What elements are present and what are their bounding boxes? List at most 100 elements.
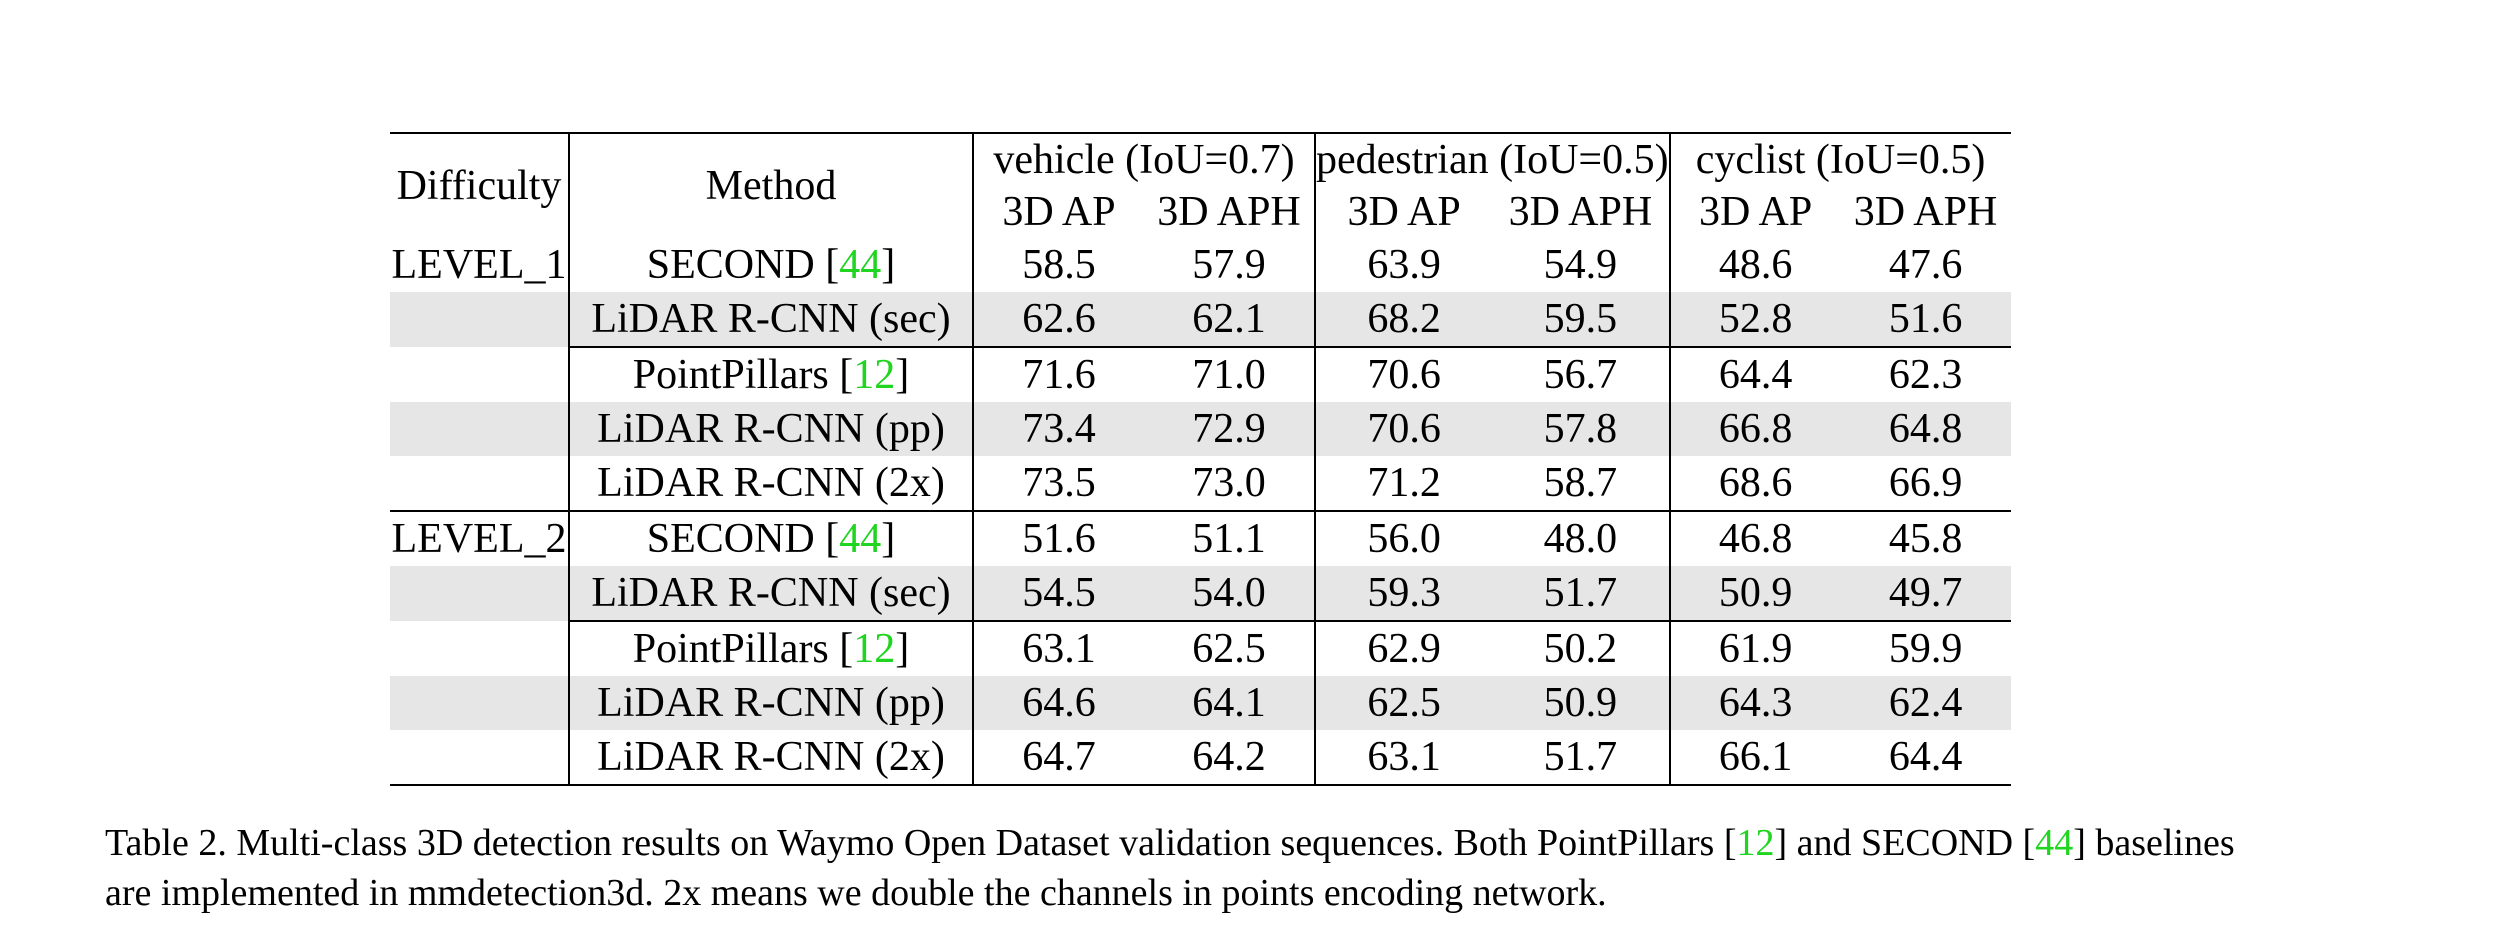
value-cell: 68.6 <box>1668 456 1841 511</box>
value-cell: 73.4 <box>972 402 1144 456</box>
table-row: LiDAR R-CNN (sec) 54.5 54.0 59.3 51.7 50.9 49.… <box>390 566 2011 621</box>
method-header: Method <box>568 133 973 238</box>
value-cell: 48.6 <box>1668 238 1841 292</box>
value-cell: 45.8 <box>1840 510 2011 566</box>
citation-link[interactable]: 44 <box>2035 822 2074 864</box>
method-cell: LiDAR R-CNN (pp) <box>568 676 973 730</box>
citation-link[interactable]: 12 <box>1736 822 1775 864</box>
value-cell: 64.2 <box>1192 734 1266 780</box>
difficulty-cell <box>390 566 569 621</box>
value-cell: 58.5 <box>972 238 1144 292</box>
results-table: Difficulty Method vehicle (IoU=0.7) pede… <box>390 132 2011 786</box>
method-name: LiDAR R-CNN (2x) <box>597 734 945 780</box>
value-cell: 46.8 <box>1668 510 1841 566</box>
difficulty-header: Difficulty <box>396 163 562 209</box>
citation-link[interactable]: 12 <box>853 352 896 398</box>
method-cell: LiDAR R-CNN (pp) <box>568 402 973 456</box>
caption-text: Table 2. Multi-class 3D detection result… <box>105 822 1737 864</box>
method-name: LiDAR R-CNN (2x) <box>597 460 945 506</box>
value-cell: 64.1 <box>1144 676 1315 730</box>
difficulty-cell <box>390 621 569 676</box>
citation-link[interactable]: 44 <box>839 516 882 562</box>
method-name: LiDAR R-CNN (sec) <box>591 296 951 342</box>
method-name: PointPillars [ <box>632 352 854 398</box>
value-cell: 54.0 <box>1144 566 1315 621</box>
citation-link[interactable]: 12 <box>853 626 896 672</box>
value-cell: 62.4 <box>1840 676 2011 730</box>
value-cell: 64.4 <box>1668 346 1841 402</box>
value-cell: 56.7 <box>1492 346 1670 402</box>
value-cell: 51.1 <box>1144 510 1315 566</box>
value-cell: 63.9 <box>1313 238 1493 292</box>
value-cell: 62.5 <box>1144 620 1315 676</box>
value-cell: 72.9 <box>1144 402 1315 456</box>
metric-header: 3D APH <box>1157 189 1301 235</box>
bracket: ] <box>895 626 910 672</box>
pedestrian-group-header: pedestrian (IoU=0.5) <box>1314 133 1670 186</box>
table-row: LiDAR R-CNN (2x) 73.5 73.0 71.2 58.7 68.6 66.9 <box>390 456 2011 511</box>
value-cell: 54.9 <box>1543 242 1618 288</box>
difficulty-cell <box>390 676 569 730</box>
value-cell: 71.6 <box>972 346 1144 402</box>
metric-header: 3D AP <box>1668 186 1841 238</box>
metric-header: 3D APH <box>1853 189 1998 235</box>
value-cell: 71.2 <box>1313 456 1493 511</box>
method-name: SECOND [ <box>646 242 840 288</box>
method-cell: LiDAR R-CNN (2x) <box>568 456 973 511</box>
caption-line-1: Table 2. Multi-class 3D detection result… <box>105 818 2405 868</box>
value-cell: 62.6 <box>972 292 1144 347</box>
table-metric-row: 3D AP 3D APH 3D AP 3D APH 3D AP 3D APH <box>390 186 2011 238</box>
difficulty-cell: LEVEL_2 <box>390 510 569 566</box>
value-cell: 64.3 <box>1668 676 1841 730</box>
caption-text: ] baselines <box>2073 822 2235 864</box>
method-cell: SECOND [44] <box>568 238 973 292</box>
value-cell: 51.7 <box>1543 734 1618 780</box>
bracket: ] <box>895 352 910 398</box>
value-cell: 62.3 <box>1840 346 2011 402</box>
method-cell: PointPillars [12] <box>568 620 973 676</box>
value-cell: 50.9 <box>1492 676 1670 730</box>
method-cell: SECOND [44] <box>568 510 973 566</box>
method-name: PointPillars [ <box>632 626 854 672</box>
table-row: LiDAR R-CNN (pp) 73.4 72.9 70.6 57.8 66.8 64.8 <box>390 402 2011 456</box>
difficulty-cell <box>390 402 569 456</box>
method-name: SECOND [ <box>646 516 840 562</box>
method-cell: LiDAR R-CNN (2x) <box>568 730 973 785</box>
value-cell: 62.5 <box>1313 676 1493 730</box>
method-cell: PointPillars [12] <box>568 346 973 402</box>
table-row: PointPillars [12] 63.1 62.5 62.9 50.2 61.9 59.… <box>390 620 2011 676</box>
method-cell: LiDAR R-CNN (sec) <box>568 566 973 621</box>
value-cell: 64.7 <box>972 730 1144 785</box>
value-cell: 66.8 <box>1668 402 1841 456</box>
value-cell: 68.2 <box>1313 292 1493 347</box>
citation-link[interactable]: 44 <box>839 242 882 288</box>
value-cell: 70.6 <box>1313 346 1493 402</box>
method-name: LiDAR R-CNN (sec) <box>591 570 951 616</box>
value-cell: 62.1 <box>1144 292 1315 347</box>
value-cell: 56.0 <box>1313 510 1493 566</box>
table-row: LEVEL_1 SECOND [44] 58.5 57.9 63.9 54.9 48.6 47… <box>390 238 2011 292</box>
metric-header: 3D AP <box>972 186 1144 238</box>
value-cell: 66.9 <box>1888 460 1963 506</box>
table-row: LiDAR R-CNN (pp) 64.6 64.1 62.5 50.9 64.3 62.4 <box>390 676 2011 730</box>
table-row: LiDAR R-CNN (2x) 64.7 64.2 63.1 51.7 66.1 64.4 <box>390 730 2011 785</box>
value-cell: 62.9 <box>1313 620 1493 676</box>
value-cell: 50.2 <box>1492 620 1670 676</box>
value-cell: 50.9 <box>1668 566 1841 621</box>
metric-header: 3D AP <box>1313 186 1493 238</box>
value-cell: 73.5 <box>972 456 1144 511</box>
caption-text: ] and SECOND [ <box>1774 822 2036 864</box>
value-cell: 61.9 <box>1668 620 1841 676</box>
metric-header: 3D APH <box>1508 189 1653 235</box>
value-cell: 57.8 <box>1492 402 1670 456</box>
value-cell: 52.8 <box>1668 292 1841 347</box>
value-cell: 47.6 <box>1888 242 1963 288</box>
difficulty-cell: LEVEL_1 <box>391 242 567 288</box>
table-caption: Table 2. Multi-class 3D detection result… <box>105 818 2405 918</box>
difficulty-cell <box>390 347 569 402</box>
value-cell: 70.6 <box>1313 402 1493 456</box>
value-cell: 51.6 <box>972 510 1144 566</box>
caption-line-2: are implemented in mmdetection3d. 2x mea… <box>105 872 1607 914</box>
value-cell: 59.5 <box>1492 292 1670 347</box>
vehicle-group-header: vehicle (IoU=0.7) <box>972 133 1315 186</box>
